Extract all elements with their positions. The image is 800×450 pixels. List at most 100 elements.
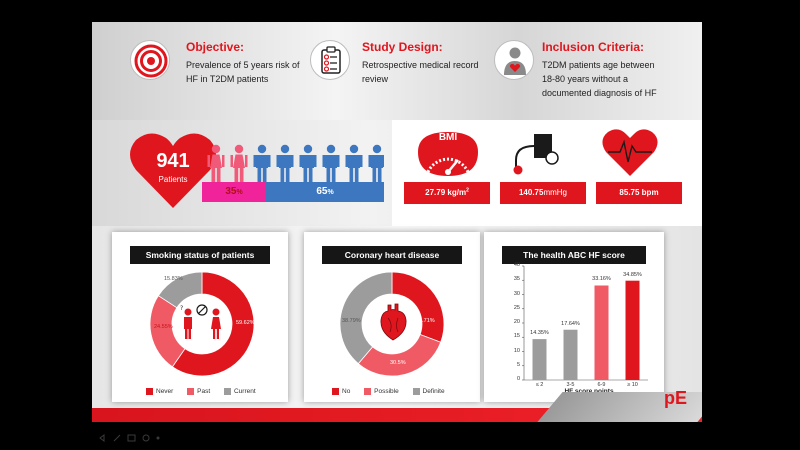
target-icon (130, 40, 170, 80)
x-tick-label: 6-9 (597, 382, 606, 388)
bmi-unit-exponent: 2 (466, 187, 469, 194)
study-design-text-1: Retrospective medical record (362, 60, 479, 70)
blood-pressure-icon (513, 134, 559, 175)
hf-score-bar (532, 339, 547, 380)
legend-no: No (332, 388, 350, 395)
patient-count-label: Patients (158, 175, 188, 184)
bmi-value-box: 27.79 kg/m2 (404, 182, 490, 204)
current-data-label: 15.83% (164, 276, 183, 282)
legend-swatch-definite (412, 388, 420, 395)
legend-never: Never (146, 388, 173, 395)
bar-data-label: 17.64% (561, 320, 580, 327)
patients-heart-icon (130, 133, 216, 208)
presentation-toolbar (99, 434, 160, 442)
blood-pressure-value-box: 140.75mmHg (500, 182, 586, 204)
y-tick-label: 5 (516, 361, 520, 368)
legend-definite: Definite (412, 388, 445, 396)
objective-title: Objective: (186, 40, 245, 54)
y-tick-label: 35 (513, 276, 520, 283)
chd-donut-chart (339, 271, 445, 377)
male-person-icon (299, 144, 317, 182)
current-slice (157, 271, 203, 309)
blood-pressure-value: 140.75 (518, 188, 544, 197)
patient-heart-icon (494, 40, 534, 80)
male-percentage-bar: 65% (266, 182, 384, 202)
objective-text-1: Prevalence of 5 years risk of (186, 60, 300, 70)
pe-logo: pE (662, 386, 692, 408)
legend-swatch-possible (364, 388, 372, 395)
heart-rate-icon (602, 129, 658, 176)
smoking-donut-chart (149, 271, 255, 377)
smoking-title: Smoking status of patients (130, 246, 270, 264)
bar-data-label: 34.85% (623, 271, 642, 278)
y-tick-label: 30 (513, 290, 520, 297)
legend-swatch-current (223, 388, 231, 395)
male-percentage-label: 65% (266, 182, 384, 203)
x-tick-label: ≥ 10 (627, 382, 638, 388)
svg-text:pE: pE (664, 388, 687, 408)
x-tick-label: ≤ 2 (535, 382, 544, 388)
vitals-panel: BMI 27.79 kg/m2 140.75mmHg 85.75 bpm (392, 120, 702, 226)
heart-rate-value-box: 85.75 bpm (596, 182, 682, 204)
female-person-icon (207, 144, 225, 182)
male-percentage-value: 65 (316, 186, 328, 197)
inclusion-text-2: 18-80 years without a (542, 74, 629, 84)
male-person-icon (276, 144, 294, 182)
legend-possible: Possible (364, 388, 399, 395)
inclusion-text-1: T2DM patients age between (542, 60, 655, 70)
legend-swatch-past (187, 388, 195, 395)
blood-pressure-unit: mmHg (543, 188, 568, 197)
hf-score-title: The health ABC HF score (502, 246, 646, 264)
male-person-icon (322, 144, 340, 182)
top-band-background (92, 22, 702, 120)
legend-label-possible: Possible (374, 388, 399, 396)
bmi-value: 27.79 kg/m (425, 188, 467, 197)
hf-score-bar (625, 280, 640, 380)
definite-data-label: 38.79% (342, 318, 361, 324)
female-percent-sign: % (236, 189, 243, 196)
possible-data-label: 30.5% (390, 360, 406, 366)
hf-score-bar (594, 285, 609, 380)
chd-legend: No Possible Definite (332, 388, 457, 395)
y-tick-label: 0 (516, 376, 520, 382)
y-tick-label: 25 (513, 304, 520, 311)
more-options-icon (156, 436, 160, 440)
svg-text:?: ? (180, 305, 183, 312)
patient-count: 941 (156, 150, 190, 172)
heart-rate-value: 85.75 bpm (619, 188, 659, 197)
x-tick-label: 3-5 (566, 382, 575, 388)
female-percentage-value: 35 (225, 186, 237, 197)
chd-title: Coronary heart disease (322, 246, 462, 264)
inclusion-title: Inclusion Criteria: (542, 40, 645, 54)
people-icons-row (207, 144, 384, 182)
study-design-title: Study Design: (362, 40, 443, 54)
male-person-icon (368, 144, 384, 182)
anatomical-heart-icon (380, 303, 407, 341)
legend-past: Past (187, 388, 210, 395)
legend-label-definite: Definite (422, 388, 445, 396)
legend-label-current: Current (233, 388, 256, 396)
male-person-icon (253, 144, 271, 182)
male-percent-sign: % (327, 189, 334, 196)
objective-text-2: HF in T2DM patients (186, 74, 269, 84)
slide: Objective: Prevalence of 5 years risk of… (92, 22, 702, 422)
hf-score-bar (563, 329, 578, 380)
no-data-label: 30.71% (416, 318, 435, 324)
female-person-icon (230, 144, 248, 182)
legend-label-no: No (342, 388, 351, 396)
hf-score-card: The health ABC HF score 0 5 10 15 20 25 30 35 40… (484, 232, 664, 402)
y-tick-label: 10 (513, 347, 520, 354)
never-data-label: 59.62% (236, 320, 255, 326)
bar-data-label: 14.35% (530, 330, 549, 337)
chd-card: Coronary heart disease 30.71% 30.5% 38.79%… (304, 232, 480, 402)
hf-score-x-axis-label: HF score points (534, 388, 644, 395)
legend-label-never: Never (156, 388, 174, 396)
pen-icon (113, 434, 121, 442)
bar-data-label: 33.16% (592, 276, 611, 283)
smoking-legend: Never Past Current (146, 388, 268, 395)
definite-slice (339, 271, 393, 365)
legend-label-past: Past (197, 388, 211, 396)
legend-swatch-never (146, 388, 153, 395)
bmi-icon-label: BMI (438, 132, 458, 143)
